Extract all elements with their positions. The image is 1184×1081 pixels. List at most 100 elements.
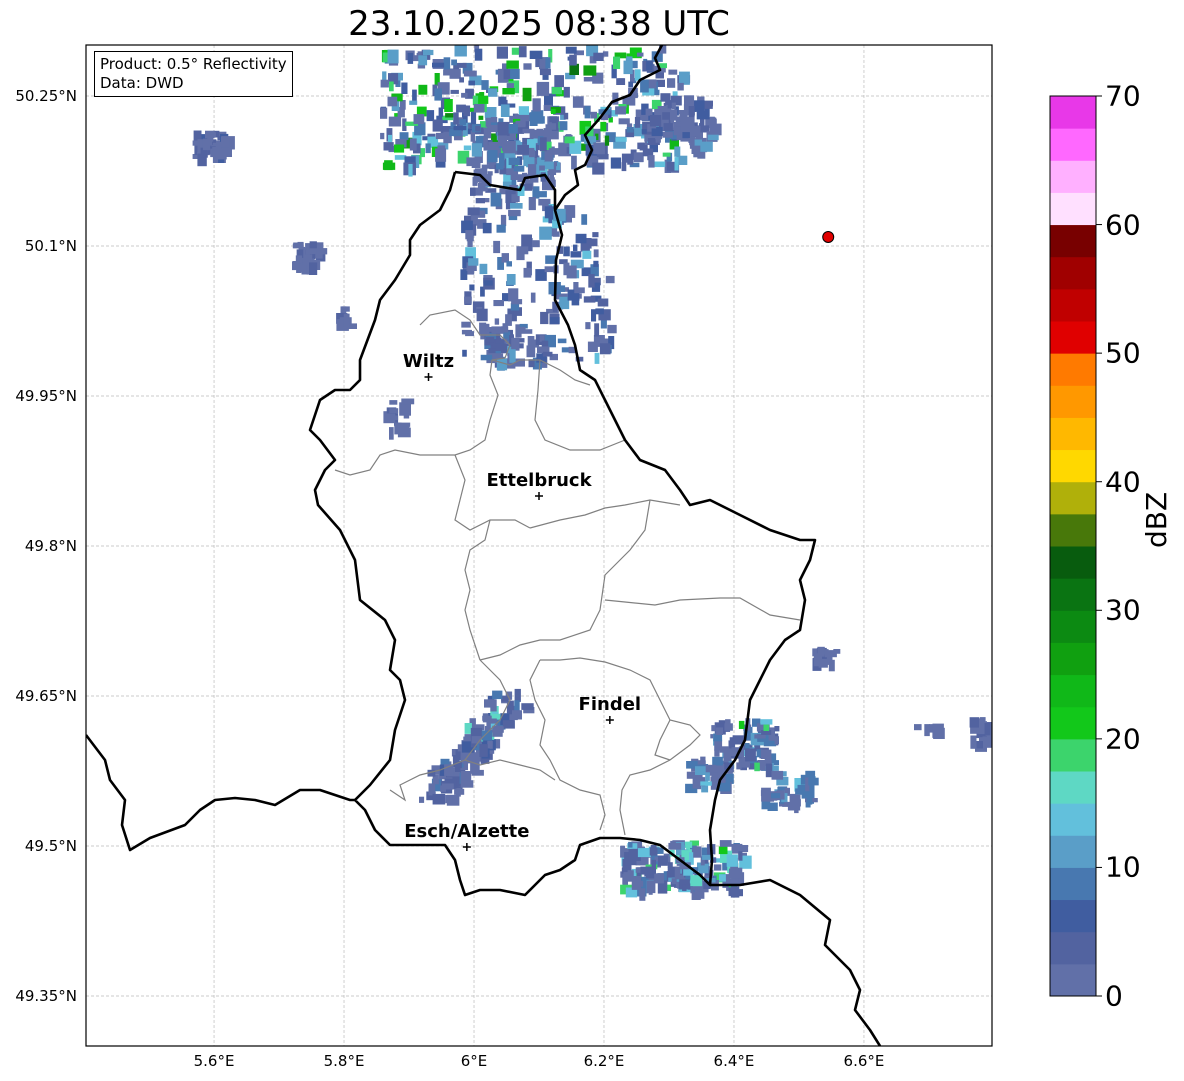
radar-echo-cell bbox=[559, 259, 568, 265]
radar-echo-cell bbox=[489, 125, 501, 132]
radar-echo-cell bbox=[500, 214, 507, 227]
radar-echo-cell bbox=[303, 254, 313, 264]
radar-echo-cell bbox=[642, 121, 652, 135]
radar-echo-cell bbox=[667, 862, 673, 868]
radar-echo-cell bbox=[497, 121, 510, 136]
city-marker-icon bbox=[605, 716, 614, 724]
radar-echo-cell bbox=[768, 727, 775, 741]
radar-echo-cell bbox=[818, 658, 828, 668]
radar-echo-cell bbox=[388, 73, 399, 85]
radar-echo-cell bbox=[671, 878, 677, 885]
radar-echo-cell bbox=[531, 339, 540, 348]
radar-echo-cell bbox=[309, 262, 318, 275]
radar-echo-cell bbox=[518, 326, 526, 334]
radar-echo-cell bbox=[652, 89, 660, 96]
radar-echo-cell bbox=[436, 115, 448, 124]
radar-echo-cell bbox=[686, 844, 695, 856]
radar-echo-cell bbox=[509, 705, 518, 715]
radar-echo-cell bbox=[771, 793, 781, 799]
radar-echo-cell bbox=[642, 148, 654, 157]
lon-tick-label: 5.8°E bbox=[323, 1052, 365, 1070]
radar-echo-cell bbox=[503, 172, 515, 185]
colorbar-segment bbox=[1050, 706, 1096, 740]
map-frame bbox=[85, 44, 993, 1047]
radar-echo-cell bbox=[315, 248, 328, 255]
radar-echo-cell bbox=[487, 171, 493, 176]
radar-echo-cell bbox=[713, 864, 722, 871]
radar-echo-cell bbox=[432, 119, 443, 132]
radar-echo-cell bbox=[484, 699, 497, 708]
radar-echo-cell bbox=[924, 724, 930, 737]
radar-echo-cell bbox=[205, 130, 215, 139]
radar-echo-cell bbox=[462, 349, 467, 357]
radar-echo-cell bbox=[497, 257, 504, 270]
radar-echo-cell bbox=[719, 840, 732, 847]
city-marker-icon bbox=[424, 373, 433, 381]
radar-echo-cell bbox=[498, 118, 504, 124]
radar-echo-cell bbox=[482, 715, 492, 721]
radar-echo-cell bbox=[671, 102, 676, 110]
radar-echo-cell bbox=[563, 246, 570, 257]
radar-echo-cell bbox=[542, 351, 553, 357]
radar-echo-cell bbox=[625, 97, 636, 106]
radar-echo-cell bbox=[498, 153, 505, 166]
radar-echo-cell bbox=[432, 793, 446, 805]
radar-echo-cell bbox=[464, 296, 472, 304]
radar-echo-cell bbox=[539, 165, 545, 171]
radar-echo-cell bbox=[202, 138, 211, 151]
radar-echo-cell bbox=[480, 121, 488, 129]
lat-tick-label: 50.1°N bbox=[24, 237, 77, 255]
radar-echo-cell bbox=[443, 69, 455, 76]
radar-echo-cell bbox=[771, 770, 784, 780]
radar-echo-cell bbox=[215, 146, 227, 160]
radar-echo-cell bbox=[825, 650, 837, 658]
colorbar-segment bbox=[1050, 160, 1096, 193]
radar-echo-cell bbox=[518, 106, 529, 115]
radar-echo-cell bbox=[644, 131, 656, 142]
colorbar-segment bbox=[1050, 481, 1096, 515]
lat-tick-label: 50.25°N bbox=[15, 87, 77, 105]
colorbar-segment bbox=[1050, 610, 1096, 643]
radar-echo-cell bbox=[503, 140, 516, 154]
radar-echo-cell bbox=[297, 249, 304, 258]
radar-echo-cell bbox=[625, 129, 635, 138]
radar-echo-cell bbox=[674, 866, 681, 880]
radar-echo-cell bbox=[678, 110, 688, 115]
radar-echo-cell bbox=[402, 118, 407, 131]
radar-echo-cell bbox=[970, 735, 977, 749]
city-label: Ettelbruck bbox=[486, 470, 592, 491]
radar-echo-cell bbox=[481, 730, 493, 741]
radar-echo-cell bbox=[610, 157, 622, 169]
radar-echo-cell bbox=[388, 116, 402, 127]
radar-echo-cell bbox=[639, 142, 648, 151]
radar-echo-cell bbox=[490, 162, 497, 168]
radar-echo-cell bbox=[501, 695, 509, 702]
radar-echo-cell bbox=[529, 149, 536, 158]
radar-echo-cell bbox=[597, 298, 609, 307]
radar-echo-cell bbox=[685, 783, 698, 794]
radar-echo-cell bbox=[613, 56, 621, 69]
radar-echo-cell bbox=[729, 737, 736, 745]
radar-echo-cell bbox=[470, 111, 477, 125]
colorbar-segment bbox=[1050, 224, 1096, 258]
radar-echo-cell bbox=[539, 226, 552, 240]
radar-echo-cell bbox=[769, 753, 777, 764]
radar-echo-cell bbox=[647, 138, 660, 145]
radar-echo-cell bbox=[527, 336, 535, 346]
radar-echo-cell bbox=[559, 121, 568, 131]
radar-echo-cell bbox=[589, 55, 597, 64]
radar-echo-cell bbox=[662, 131, 673, 138]
radar-echo-cell bbox=[397, 106, 405, 118]
radar-echo-cell bbox=[669, 118, 675, 124]
radar-echo-cell bbox=[526, 345, 536, 358]
radar-echo-cell bbox=[492, 690, 503, 700]
radar-echo-cell bbox=[470, 761, 480, 774]
product-label: Product: 0.5° Reflectivity bbox=[100, 55, 287, 73]
radar-echo-cell bbox=[481, 164, 491, 169]
radar-echo-cell bbox=[435, 160, 446, 168]
radar-echo-cell bbox=[511, 47, 525, 55]
radar-echo-cell bbox=[428, 783, 436, 796]
radar-echo-cell bbox=[621, 153, 634, 163]
radar-echo-cell bbox=[658, 63, 667, 69]
radar-echo-cell bbox=[629, 162, 640, 168]
